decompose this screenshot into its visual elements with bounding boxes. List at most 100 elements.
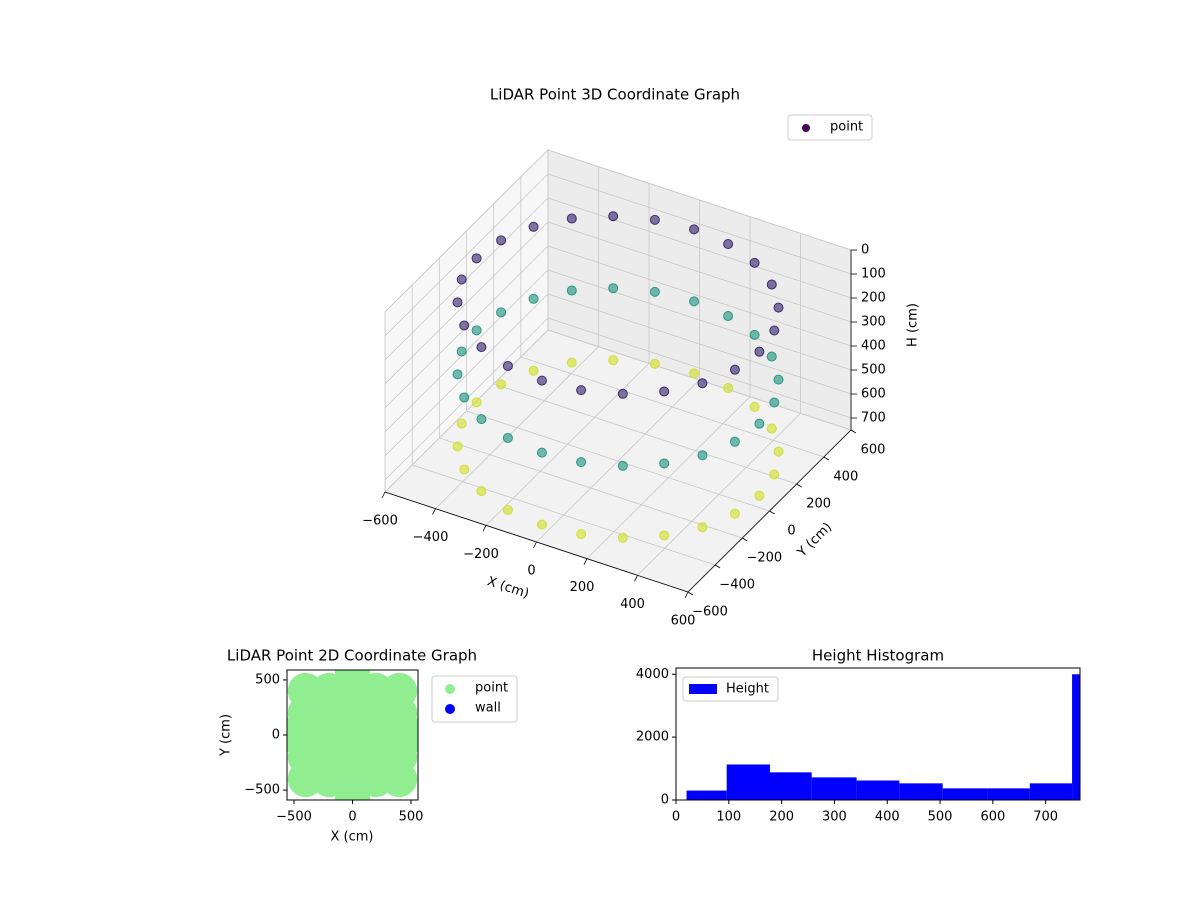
grid-line xyxy=(547,317,852,419)
point xyxy=(773,374,784,385)
grid-line xyxy=(384,293,549,457)
point xyxy=(754,490,765,501)
point xyxy=(452,297,463,308)
grid-line xyxy=(493,383,797,485)
point xyxy=(452,369,463,380)
y-tick-label: −500 xyxy=(244,783,280,798)
y-tick-label: −600 xyxy=(692,605,728,620)
y-tick-label: −200 xyxy=(746,551,782,566)
z-tick-label: 500 xyxy=(861,363,886,378)
point xyxy=(723,239,734,250)
point xyxy=(502,360,513,371)
y-tick-label: 200 xyxy=(806,497,831,512)
grid-line xyxy=(547,269,852,371)
point xyxy=(729,508,740,519)
point xyxy=(769,397,780,408)
grid-line xyxy=(547,197,852,299)
point xyxy=(769,469,780,480)
grid-line xyxy=(547,149,852,251)
bar xyxy=(856,780,900,800)
point xyxy=(287,672,324,709)
y-tick-label: 600 xyxy=(861,443,886,458)
point xyxy=(754,346,765,357)
point xyxy=(773,302,784,313)
z-tick-label: 0 xyxy=(861,243,869,258)
tick-mark xyxy=(742,537,748,542)
point xyxy=(502,432,513,443)
grid-line xyxy=(547,293,852,395)
z-tick-label: 200 xyxy=(861,291,886,306)
bar xyxy=(1029,783,1073,800)
grid-line xyxy=(547,173,852,275)
z-tick-label: 600 xyxy=(861,387,886,402)
x-tick-label: −200 xyxy=(463,547,499,562)
point xyxy=(459,392,470,403)
y-axis-label: Y (cm) xyxy=(794,520,835,561)
point xyxy=(576,385,587,396)
x-tick-label: −500 xyxy=(276,810,312,825)
point xyxy=(729,364,740,375)
point xyxy=(536,375,547,386)
z-tick-label: 700 xyxy=(861,411,886,426)
point xyxy=(528,293,539,304)
x-tick-label: 500 xyxy=(399,810,424,825)
y-tick-label: 4000 xyxy=(636,667,669,682)
bar xyxy=(1072,674,1080,800)
legend-marker xyxy=(689,684,717,694)
point xyxy=(608,355,619,366)
x-tick-label: 600 xyxy=(671,614,696,629)
point xyxy=(766,423,777,434)
point xyxy=(576,457,587,468)
point xyxy=(287,717,301,753)
point xyxy=(617,460,628,471)
y-tick-label: 0 xyxy=(661,793,669,808)
y-axis-line xyxy=(687,429,852,593)
point xyxy=(476,342,487,353)
point xyxy=(773,446,784,457)
point xyxy=(689,224,700,235)
x-tick-label: 700 xyxy=(1033,810,1058,825)
x-tick-label: 0 xyxy=(672,810,680,825)
point xyxy=(471,325,482,336)
point xyxy=(769,325,780,336)
legend-label: Height xyxy=(726,682,769,697)
point xyxy=(476,486,487,497)
tick-mark xyxy=(634,575,638,582)
legend-marker xyxy=(445,704,455,714)
x-tick-label: 500 xyxy=(928,810,953,825)
grid-line xyxy=(520,356,824,458)
point xyxy=(608,283,619,294)
point xyxy=(471,397,482,408)
legend-label: point xyxy=(475,681,508,696)
x-tick-label: 400 xyxy=(875,810,900,825)
point xyxy=(649,358,660,369)
point xyxy=(566,285,577,296)
legend-marker xyxy=(802,124,810,132)
bar xyxy=(987,788,1030,800)
point xyxy=(659,386,670,397)
point xyxy=(496,379,507,390)
tick-mark xyxy=(583,558,588,565)
z-tick-label: 300 xyxy=(861,315,886,330)
point xyxy=(456,346,467,357)
grid-line xyxy=(547,245,852,347)
y-tick-label: −400 xyxy=(719,578,755,593)
point xyxy=(749,257,760,268)
tick-mark xyxy=(769,510,775,515)
bar xyxy=(686,790,727,800)
axes-frame xyxy=(675,667,1081,801)
grid-line xyxy=(384,221,549,385)
point xyxy=(689,296,700,307)
point xyxy=(536,447,547,458)
tick-mark xyxy=(714,564,721,569)
grid-line xyxy=(384,149,549,313)
point xyxy=(754,418,765,429)
point xyxy=(649,214,660,225)
point xyxy=(496,235,507,246)
x-axis-label: X (cm) xyxy=(331,830,374,845)
point xyxy=(528,221,539,232)
point xyxy=(659,458,670,469)
grid-line xyxy=(466,410,770,512)
z-axis-label: H (cm) xyxy=(906,303,921,347)
